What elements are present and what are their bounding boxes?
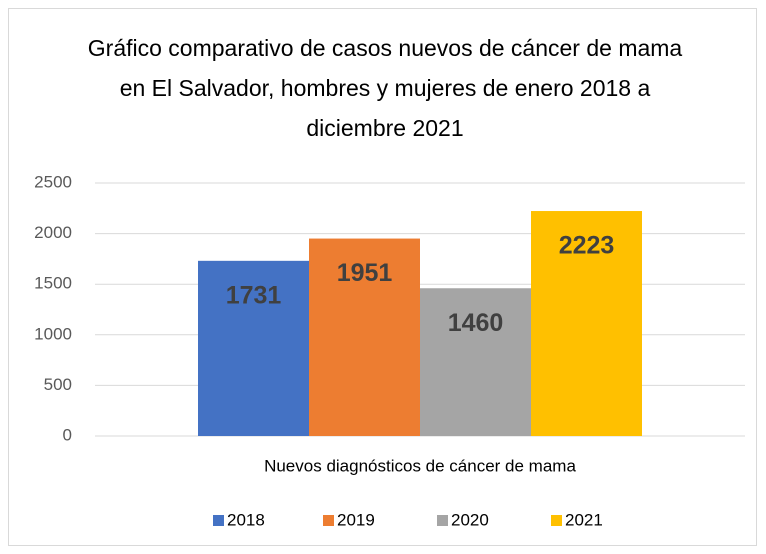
chart-title: Gráfico comparativo de casos nuevos de c… bbox=[87, 35, 683, 141]
legend-swatch bbox=[213, 515, 224, 526]
data-label: 1731 bbox=[226, 281, 282, 309]
bar bbox=[198, 260, 309, 436]
legend-label: 2021 bbox=[565, 510, 603, 529]
legend-label: 2019 bbox=[337, 510, 375, 529]
legend-swatch bbox=[437, 515, 448, 526]
y-tick-label: 2000 bbox=[34, 223, 72, 242]
y-tick-label: 2500 bbox=[34, 172, 72, 191]
y-tick-label: 500 bbox=[44, 375, 72, 394]
y-tick-label: 1500 bbox=[34, 274, 72, 293]
y-tick-label: 1000 bbox=[34, 324, 72, 343]
data-label: 1951 bbox=[337, 259, 393, 287]
legend-swatch bbox=[323, 515, 334, 526]
legend-swatch bbox=[551, 515, 562, 526]
data-label: 1460 bbox=[448, 309, 504, 337]
x-tick-label: Nuevos diagnósticos de cáncer de mama bbox=[264, 456, 576, 475]
bar bbox=[309, 238, 420, 436]
bar bbox=[531, 211, 642, 436]
legend-label: 2020 bbox=[451, 510, 489, 529]
bar bbox=[420, 288, 531, 436]
data-label: 2223 bbox=[559, 232, 615, 260]
y-tick-label: 0 bbox=[63, 425, 72, 444]
legend-label: 2018 bbox=[227, 510, 265, 529]
